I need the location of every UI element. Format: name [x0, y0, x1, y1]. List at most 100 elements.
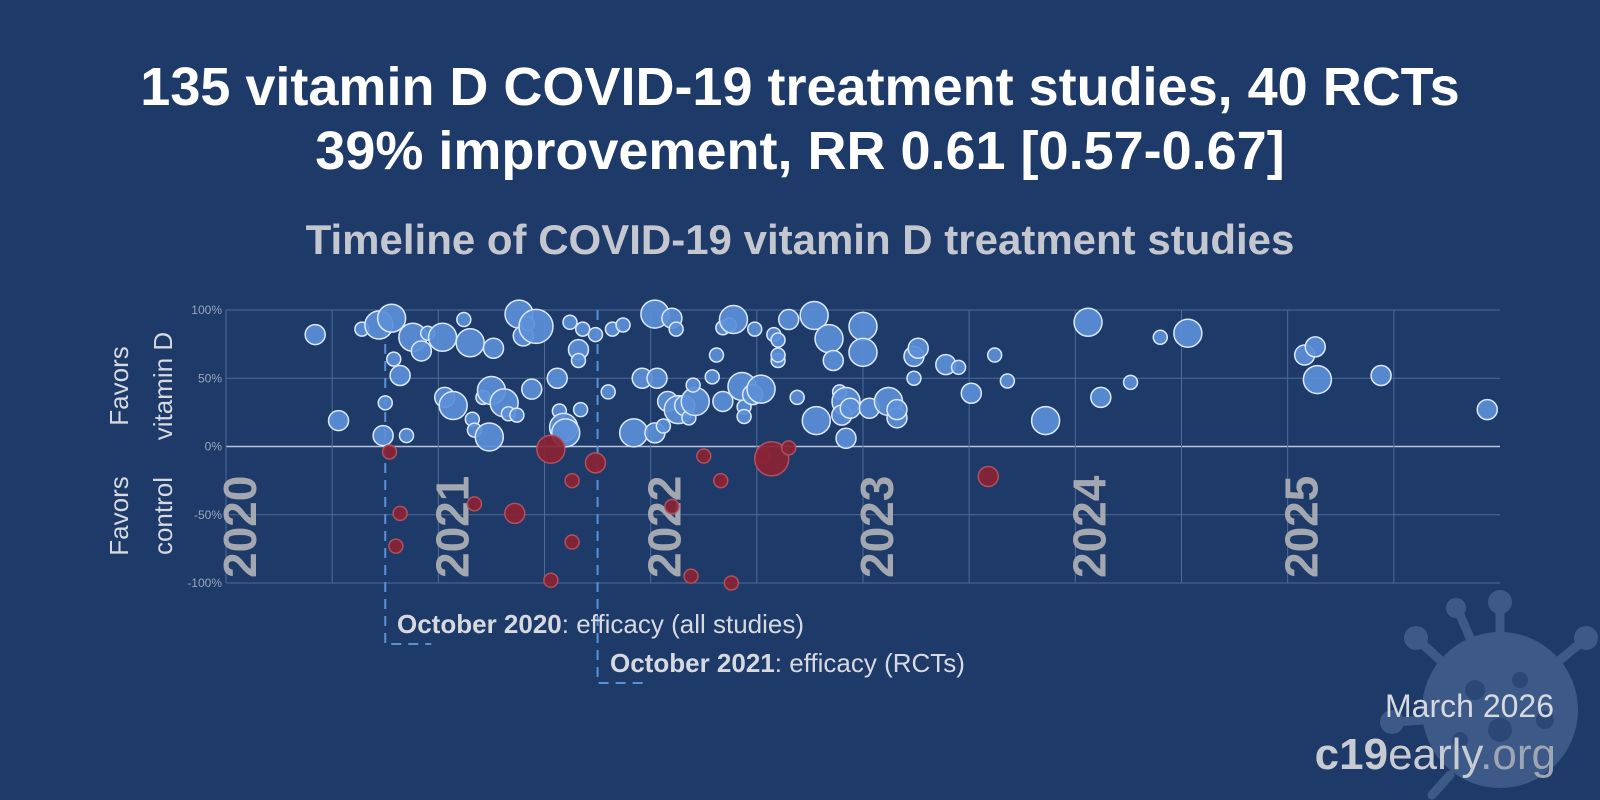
- study-point-favors-vitamin-d: [456, 311, 472, 328]
- study-point-favors-control: [977, 465, 1000, 488]
- year-label: 2023: [851, 476, 903, 578]
- study-point-favors-control: [504, 502, 526, 525]
- study-point-favors-vitamin-d: [799, 300, 829, 331]
- year-label: 2020: [214, 476, 266, 578]
- study-point-favors-control: [723, 575, 740, 591]
- study-point-favors-vitamin-d: [546, 367, 568, 389]
- study-point-favors-vitamin-d: [1370, 364, 1392, 387]
- study-point-favors-vitamin-d: [438, 390, 468, 421]
- study-point-favors-vitamin-d: [668, 321, 684, 337]
- study-point-favors-vitamin-d: [521, 378, 543, 400]
- study-point-favors-vitamin-d: [770, 332, 786, 348]
- study-point-favors-vitamin-d: [886, 398, 908, 421]
- study-point-favors-vitamin-d: [455, 328, 485, 358]
- brand-c19: c19: [1314, 730, 1389, 779]
- header-line-1: 135 vitamin D COVID-19 treatment studies…: [140, 57, 1460, 117]
- study-point-favors-vitamin-d: [600, 384, 616, 400]
- study-point-favors-vitamin-d: [718, 304, 749, 335]
- study-point-favors-vitamin-d: [385, 351, 402, 367]
- study-point-favors-vitamin-d: [777, 308, 800, 331]
- y-label-favors-control: Favors: [104, 476, 134, 555]
- study-point-favors-vitamin-d: [482, 337, 505, 359]
- study-point-favors-control: [536, 434, 566, 464]
- annotation-oct-2021-date: October 2021: [610, 648, 775, 678]
- study-point-favors-vitamin-d: [474, 422, 505, 452]
- study-point-favors-control: [381, 444, 398, 460]
- study-point-favors-vitamin-d: [1173, 318, 1203, 348]
- y-tick-label: -100%: [187, 576, 222, 590]
- study-point-favors-control: [780, 440, 797, 456]
- study-point-favors-vitamin-d: [574, 321, 591, 337]
- annotation-oct-2020-date: October 2020: [397, 609, 562, 639]
- y-label-favors-control: control: [148, 477, 178, 555]
- study-point-favors-vitamin-d: [389, 364, 411, 387]
- study-point-favors-vitamin-d: [848, 337, 878, 368]
- brand-org: .org: [1480, 730, 1556, 779]
- study-point-favors-vitamin-d: [708, 347, 725, 363]
- study-point-favors-vitamin-d: [906, 370, 922, 386]
- study-point-favors-vitamin-d: [615, 317, 631, 333]
- study-point-favors-vitamin-d: [950, 359, 967, 376]
- study-point-favors-vitamin-d: [986, 347, 1003, 363]
- y-label-favors-treatment: Favors: [104, 346, 134, 425]
- brand-logo[interactable]: c19early.org: [1315, 730, 1556, 780]
- study-point-favors-vitamin-d: [1304, 336, 1327, 358]
- study-point-favors-vitamin-d: [427, 322, 458, 353]
- study-point-favors-control: [388, 538, 404, 554]
- year-label: 2024: [1063, 475, 1115, 578]
- footer-date: March 2026: [1385, 688, 1554, 724]
- study-point-favors-vitamin-d: [999, 373, 1016, 389]
- study-point-favors-vitamin-d: [376, 303, 407, 333]
- y-tick-label: 50%: [198, 371, 222, 385]
- study-point-favors-control: [564, 534, 580, 550]
- study-point-favors-control: [753, 441, 790, 477]
- year-label: 2025: [1276, 476, 1328, 578]
- study-point-favors-vitamin-d: [377, 395, 393, 411]
- header-line-2: 39% improvement, RR 0.61 [0.57-0.67]: [315, 121, 1285, 181]
- study-point-favors-control: [712, 472, 729, 489]
- study-point-favors-vitamin-d: [562, 314, 578, 331]
- study-point-favors-vitamin-d: [1302, 364, 1333, 395]
- study-point-favors-vitamin-d: [1152, 329, 1169, 346]
- study-point-favors-vitamin-d: [655, 418, 672, 434]
- annotation-line: [596, 310, 644, 684]
- annotation-line: [384, 310, 432, 645]
- study-point-favors-vitamin-d: [572, 401, 589, 418]
- study-point-favors-vitamin-d: [327, 409, 350, 432]
- study-point-favors-vitamin-d: [835, 427, 857, 450]
- study-point-favors-vitamin-d: [509, 407, 525, 423]
- study-point-favors-vitamin-d: [1030, 405, 1061, 436]
- study-point-favors-control: [392, 505, 408, 522]
- y-tick-label: 100%: [191, 303, 222, 317]
- study-point-favors-vitamin-d: [372, 424, 394, 447]
- y-tick-label: 0%: [205, 440, 223, 454]
- chart-title: Timeline of COVID-19 vitamin D treatment…: [305, 216, 1295, 263]
- virus-icon: [1380, 590, 1598, 800]
- study-point-favors-vitamin-d: [398, 427, 415, 444]
- study-point-favors-vitamin-d: [746, 374, 776, 404]
- study-point-favors-vitamin-d: [839, 397, 862, 420]
- study-point-favors-vitamin-d: [1073, 307, 1103, 338]
- study-point-favors-vitamin-d: [1090, 386, 1112, 409]
- study-point-favors-vitamin-d: [789, 389, 805, 406]
- study-point-favors-vitamin-d: [410, 340, 433, 362]
- study-point-favors-vitamin-d: [1476, 398, 1499, 421]
- annotation-oct-2021: October 2021: efficacy (RCTs): [610, 648, 965, 679]
- study-point-favors-vitamin-d: [907, 337, 929, 359]
- study-point-favors-control: [564, 472, 580, 489]
- annotation-oct-2021-text: : efficacy (RCTs): [774, 648, 965, 678]
- study-point-favors-vitamin-d: [822, 349, 845, 372]
- year-label: 2021: [426, 476, 478, 578]
- annotation-oct-2020-text: : efficacy (all studies): [561, 609, 805, 639]
- study-point-favors-vitamin-d: [587, 326, 604, 343]
- study-point-favors-vitamin-d: [770, 347, 786, 363]
- study-point-favors-vitamin-d: [960, 382, 983, 405]
- study-point-favors-vitamin-d: [704, 369, 720, 385]
- study-point-favors-vitamin-d: [618, 418, 649, 448]
- study-point-favors-vitamin-d: [801, 405, 832, 436]
- study-point-favors-vitamin-d: [518, 308, 554, 345]
- study-point-favors-vitamin-d: [570, 352, 587, 369]
- study-point-favors-control: [543, 572, 559, 589]
- study-point-favors-vitamin-d: [1122, 374, 1139, 391]
